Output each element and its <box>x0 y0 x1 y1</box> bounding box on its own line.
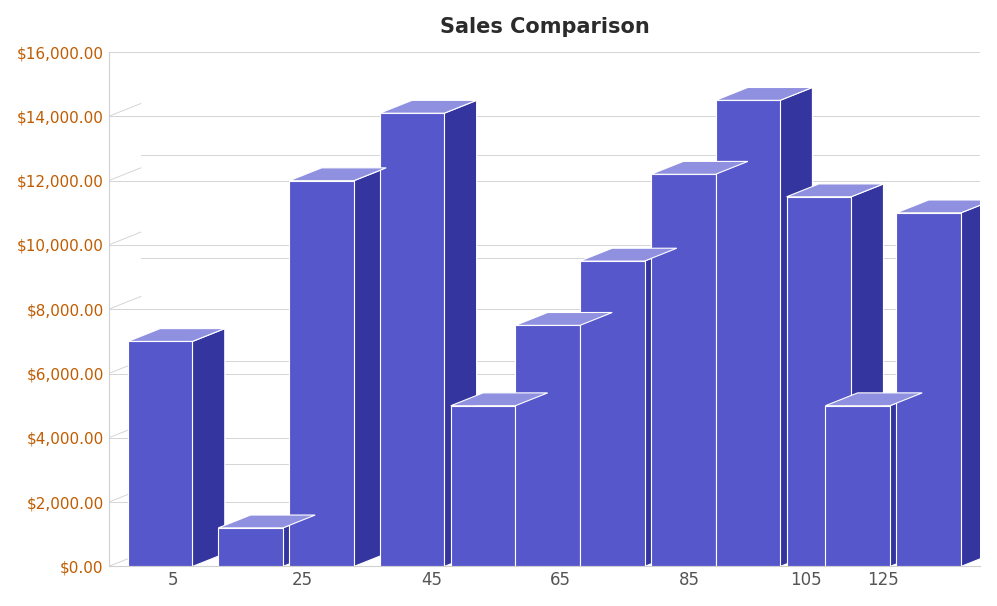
Polygon shape <box>380 113 445 567</box>
Polygon shape <box>787 197 851 567</box>
Polygon shape <box>787 184 883 197</box>
Polygon shape <box>445 101 477 567</box>
Polygon shape <box>851 184 883 567</box>
Polygon shape <box>289 181 354 567</box>
Polygon shape <box>826 393 922 406</box>
Title: Sales Comparison: Sales Comparison <box>440 17 649 37</box>
Polygon shape <box>651 175 716 567</box>
Polygon shape <box>580 313 612 567</box>
Polygon shape <box>580 248 677 261</box>
Polygon shape <box>716 161 748 567</box>
Polygon shape <box>716 87 813 101</box>
Polygon shape <box>451 406 515 567</box>
Polygon shape <box>651 161 748 175</box>
Polygon shape <box>961 200 993 567</box>
Polygon shape <box>218 515 315 528</box>
Polygon shape <box>896 213 961 567</box>
Polygon shape <box>289 168 386 181</box>
Polygon shape <box>218 528 283 567</box>
Polygon shape <box>451 393 547 406</box>
Polygon shape <box>580 261 644 567</box>
Polygon shape <box>380 101 477 113</box>
Polygon shape <box>896 200 993 213</box>
Polygon shape <box>128 341 192 567</box>
Polygon shape <box>780 87 813 567</box>
Polygon shape <box>644 248 677 567</box>
Polygon shape <box>283 515 315 567</box>
Polygon shape <box>354 168 386 567</box>
Polygon shape <box>192 328 224 567</box>
Polygon shape <box>515 313 612 325</box>
Polygon shape <box>716 101 780 567</box>
Polygon shape <box>890 393 922 567</box>
Polygon shape <box>515 393 547 567</box>
Polygon shape <box>515 325 580 567</box>
Polygon shape <box>826 406 890 567</box>
Polygon shape <box>128 328 224 341</box>
